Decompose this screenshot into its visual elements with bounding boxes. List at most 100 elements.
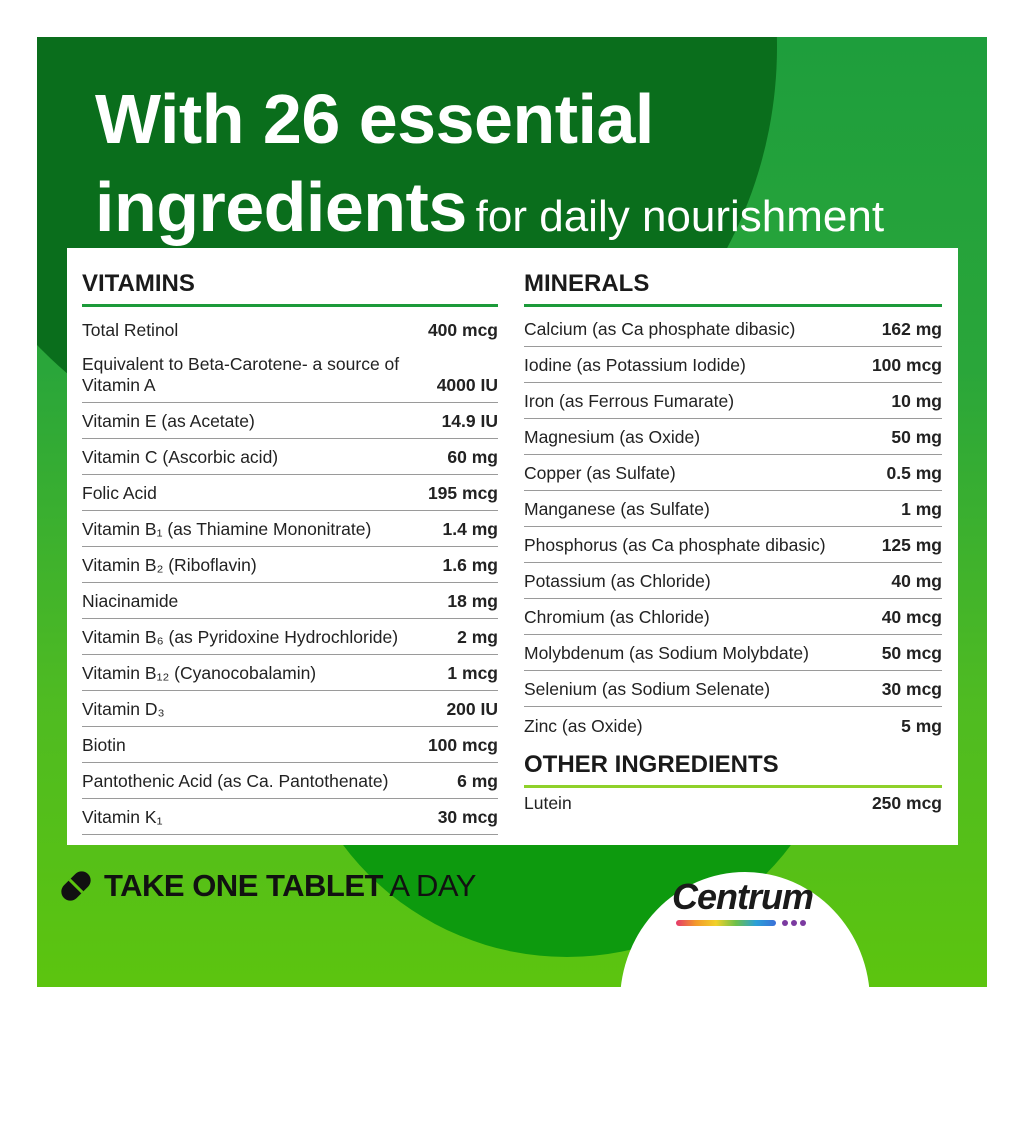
- ingredient-amount: 195 mcg: [427, 483, 498, 503]
- ingredient-amount: 5 mg: [901, 716, 942, 736]
- ingredient-row: Lutein 250 mcg: [524, 792, 942, 820]
- ingredient-amount: 1 mcg: [447, 663, 498, 683]
- ingredient-name: Vitamin B₁ (as Thiamine Mononitrate): [82, 519, 372, 539]
- ingredient-row: Vitamin C (Ascorbic acid) 60 mg: [82, 439, 498, 475]
- ingredient-name: Vitamin B₂ (Riboflavin): [82, 555, 257, 575]
- ingredient-row: Vitamin B₁ (as Thiamine Mononitrate) 1.4 …: [82, 511, 498, 547]
- ingredient-row: Folic Acid 195 mcg: [82, 475, 498, 511]
- ingredient-name: Iron (as Ferrous Fumarate): [524, 391, 735, 411]
- ingredient-name: Vitamin D₃: [82, 699, 165, 719]
- ingredient-name: Pantothenic Acid (as Ca. Pantothenate): [82, 771, 389, 791]
- ingredient-name: Selenium (as Sodium Selenate): [524, 679, 771, 699]
- ingredient-row: Vitamin K₁ 30 mcg: [82, 799, 498, 835]
- ingredient-amount: 200 IU: [446, 699, 498, 719]
- ingredient-amount: 30 mcg: [881, 679, 942, 699]
- ingredient-amount: 1.4 mg: [442, 519, 498, 539]
- ingredient-name: Chromium (as Chloride): [524, 607, 710, 627]
- ingredient-name: Vitamin E (as Acetate): [82, 411, 255, 431]
- ingredient-row: Biotin 100 mcg: [82, 727, 498, 763]
- background-panel: With 26 essential ingredients for daily …: [37, 37, 987, 987]
- tablet-icon: [61, 871, 91, 901]
- ingredient-amount: 6 mg: [457, 771, 498, 791]
- ingredient-amount: 18 mg: [447, 591, 498, 611]
- ingredient-name: Potassium (as Chloride): [524, 571, 711, 591]
- ingredient-amount: 100 mcg: [427, 735, 498, 755]
- ingredient-row: Potassium (as Chloride) 40 mg: [524, 563, 942, 599]
- ingredient-amount: 250 mcg: [871, 793, 942, 813]
- ingredient-amount: 1 mg: [901, 499, 942, 519]
- ingredient-row: Copper (as Sulfate) 0.5 mg: [524, 455, 942, 491]
- dosage-text: TAKE ONE TABLET A DAY: [104, 868, 476, 904]
- ingredient-row: Vitamin B₆ (as Pyridoxine Hydrochloride)…: [82, 619, 498, 655]
- ingredient-amount: 10 mg: [891, 391, 942, 411]
- ingredient-name: Zinc (as Oxide): [524, 716, 643, 736]
- ingredient-amount: 400 mcg: [427, 320, 498, 340]
- other-ingredients-heading: OTHER INGREDIENTS: [524, 751, 942, 788]
- ingredient-amount: 0.5 mg: [886, 463, 942, 483]
- ingredient-row: Vitamin E (as Acetate) 14.9 IU: [82, 403, 498, 439]
- ingredient-amount: 50 mg: [891, 427, 942, 447]
- ingredient-row: Selenium (as Sodium Selenate) 30 mcg: [524, 671, 942, 707]
- headline: With 26 essential ingredients for daily …: [95, 75, 884, 264]
- ingredient-amount: 30 mcg: [437, 807, 498, 827]
- dosage-bold: TAKE ONE TABLET: [104, 868, 383, 903]
- ingredient-row: Chromium (as Chloride) 40 mcg: [524, 599, 942, 635]
- ingredient-name: Biotin: [82, 735, 126, 755]
- ingredient-amount: 4000 IU: [436, 375, 498, 395]
- ingredient-name: Magnesium (as Oxide): [524, 427, 701, 447]
- ingredient-row: Niacinamide 18 mg: [82, 583, 498, 619]
- ingredient-name: Calcium (as Ca phosphate dibasic): [524, 319, 796, 339]
- ingredient-amount: 60 mg: [447, 447, 498, 467]
- ingredient-row: Vitamin B₁₂ (Cyanocobalamin) 1 mcg: [82, 655, 498, 691]
- headline-bold: ingredients: [95, 168, 467, 246]
- ingredient-amount: 125 mg: [881, 535, 942, 555]
- ingredient-name: Folic Acid: [82, 483, 157, 503]
- vitamins-column: VITAMINS Total Retinol 400 mcg Equivalent …: [82, 270, 498, 835]
- centrum-logo: Centrum: [672, 876, 814, 917]
- logo-dot: [782, 920, 788, 926]
- ingredient-row: Vitamin B₂ (Riboflavin) 1.6 mg: [82, 547, 498, 583]
- logo-dot: [800, 920, 806, 926]
- ingredient-row: Vitamin D₃ 200 IU: [82, 691, 498, 727]
- ingredient-amount: 2 mg: [457, 627, 498, 647]
- ingredient-name: Manganese (as Sulfate): [524, 499, 710, 519]
- ingredient-row: Zinc (as Oxide) 5 mg: [524, 707, 942, 743]
- ingredient-amount: 14.9 IU: [441, 411, 498, 431]
- ingredient-name: Vitamin B₆ (as Pyridoxine Hydrochloride): [82, 627, 399, 647]
- minerals-heading: MINERALS: [524, 270, 942, 307]
- ingredient-name: Vitamin C (Ascorbic acid): [82, 447, 279, 467]
- ingredient-row: Molybdenum (as Sodium Molybdate) 50 mcg: [524, 635, 942, 671]
- ingredient-name: Molybdenum (as Sodium Molybdate): [524, 643, 809, 663]
- ingredient-name: Equivalent to Beta-Carotene- a source of…: [82, 354, 400, 395]
- ingredient-amount: 50 mcg: [881, 643, 942, 663]
- ingredient-name: Vitamin K₁: [82, 807, 163, 827]
- headline-line1: With 26 essential: [95, 80, 654, 158]
- ingredient-row: Phosphorus (as Ca phosphate dibasic) 125 …: [524, 527, 942, 563]
- minerals-column: MINERALS Calcium (as Ca phosphate dibasi…: [524, 270, 942, 820]
- ingredient-amount: 100 mcg: [871, 355, 942, 375]
- ingredient-name: Copper (as Sulfate): [524, 463, 676, 483]
- ingredient-name: Iodine (as Potassium Iodide): [524, 355, 746, 375]
- ingredient-amount: 40 mg: [891, 571, 942, 591]
- vitamins-heading: VITAMINS: [82, 270, 498, 307]
- ingredient-name: Lutein: [524, 793, 572, 813]
- ingredient-row: Iron (as Ferrous Fumarate) 10 mg: [524, 383, 942, 419]
- ingredient-name: Total Retinol: [82, 320, 179, 340]
- ingredient-row: Magnesium (as Oxide) 50 mg: [524, 419, 942, 455]
- dosage-light: A DAY: [389, 868, 476, 903]
- ingredients-card: VITAMINS Total Retinol 400 mcg Equivalent …: [67, 248, 958, 845]
- ingredient-name: Phosphorus (as Ca phosphate dibasic): [524, 535, 826, 555]
- ingredient-amount: 162 mg: [881, 319, 942, 339]
- ingredient-row: Total Retinol 400 mcg: [82, 319, 498, 347]
- ingredient-name: Niacinamide: [82, 591, 179, 611]
- logo-dot: [791, 920, 797, 926]
- headline-light: for daily nourishment: [475, 192, 885, 241]
- ingredient-row: Calcium (as Ca phosphate dibasic) 162 mg: [524, 319, 942, 347]
- ingredient-row: Pantothenic Acid (as Ca. Pantothenate) 6 …: [82, 763, 498, 799]
- ingredient-amount: 1.6 mg: [442, 555, 498, 575]
- logo-rainbow-bar: [676, 920, 776, 926]
- ingredient-row: Iodine (as Potassium Iodide) 100 mcg: [524, 347, 942, 383]
- ingredient-name: Vitamin B₁₂ (Cyanocobalamin): [82, 663, 317, 683]
- ingredient-amount: 40 mcg: [881, 607, 942, 627]
- ingredient-row: Equivalent to Beta-Carotene- a source of…: [82, 347, 498, 403]
